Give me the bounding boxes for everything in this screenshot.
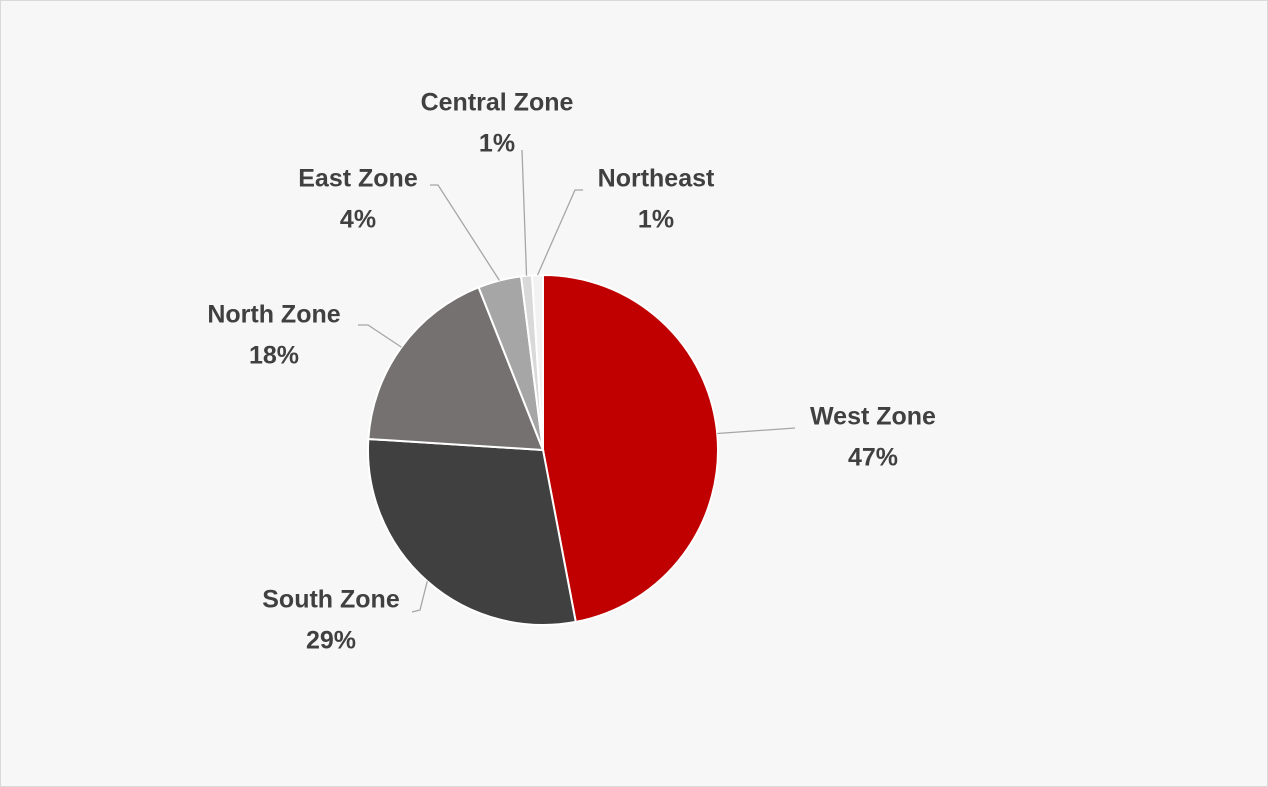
pie-slice (542, 273, 719, 624)
slice-value-label: 47% (848, 444, 898, 472)
slice-value-label: 1% (638, 206, 674, 234)
leader-line (717, 427, 796, 435)
slice-label: East Zone (298, 165, 418, 193)
leader-line (358, 324, 402, 348)
leader-line (430, 184, 501, 281)
slice-value-label: 18% (249, 342, 299, 370)
slice-label: West Zone (810, 403, 936, 431)
slice-label: North Zone (207, 301, 340, 329)
slice-value-label: 29% (306, 627, 356, 655)
slice-value-label: 4% (340, 206, 376, 234)
leader-line (536, 189, 583, 276)
leader-line (411, 581, 428, 613)
pie-slice (367, 437, 577, 626)
slice-label: Northeast (598, 165, 715, 193)
leader-line (521, 149, 528, 276)
slice-value-label: 1% (479, 130, 515, 158)
slice-label: South Zone (262, 586, 400, 614)
slice-label: Central Zone (421, 89, 574, 117)
